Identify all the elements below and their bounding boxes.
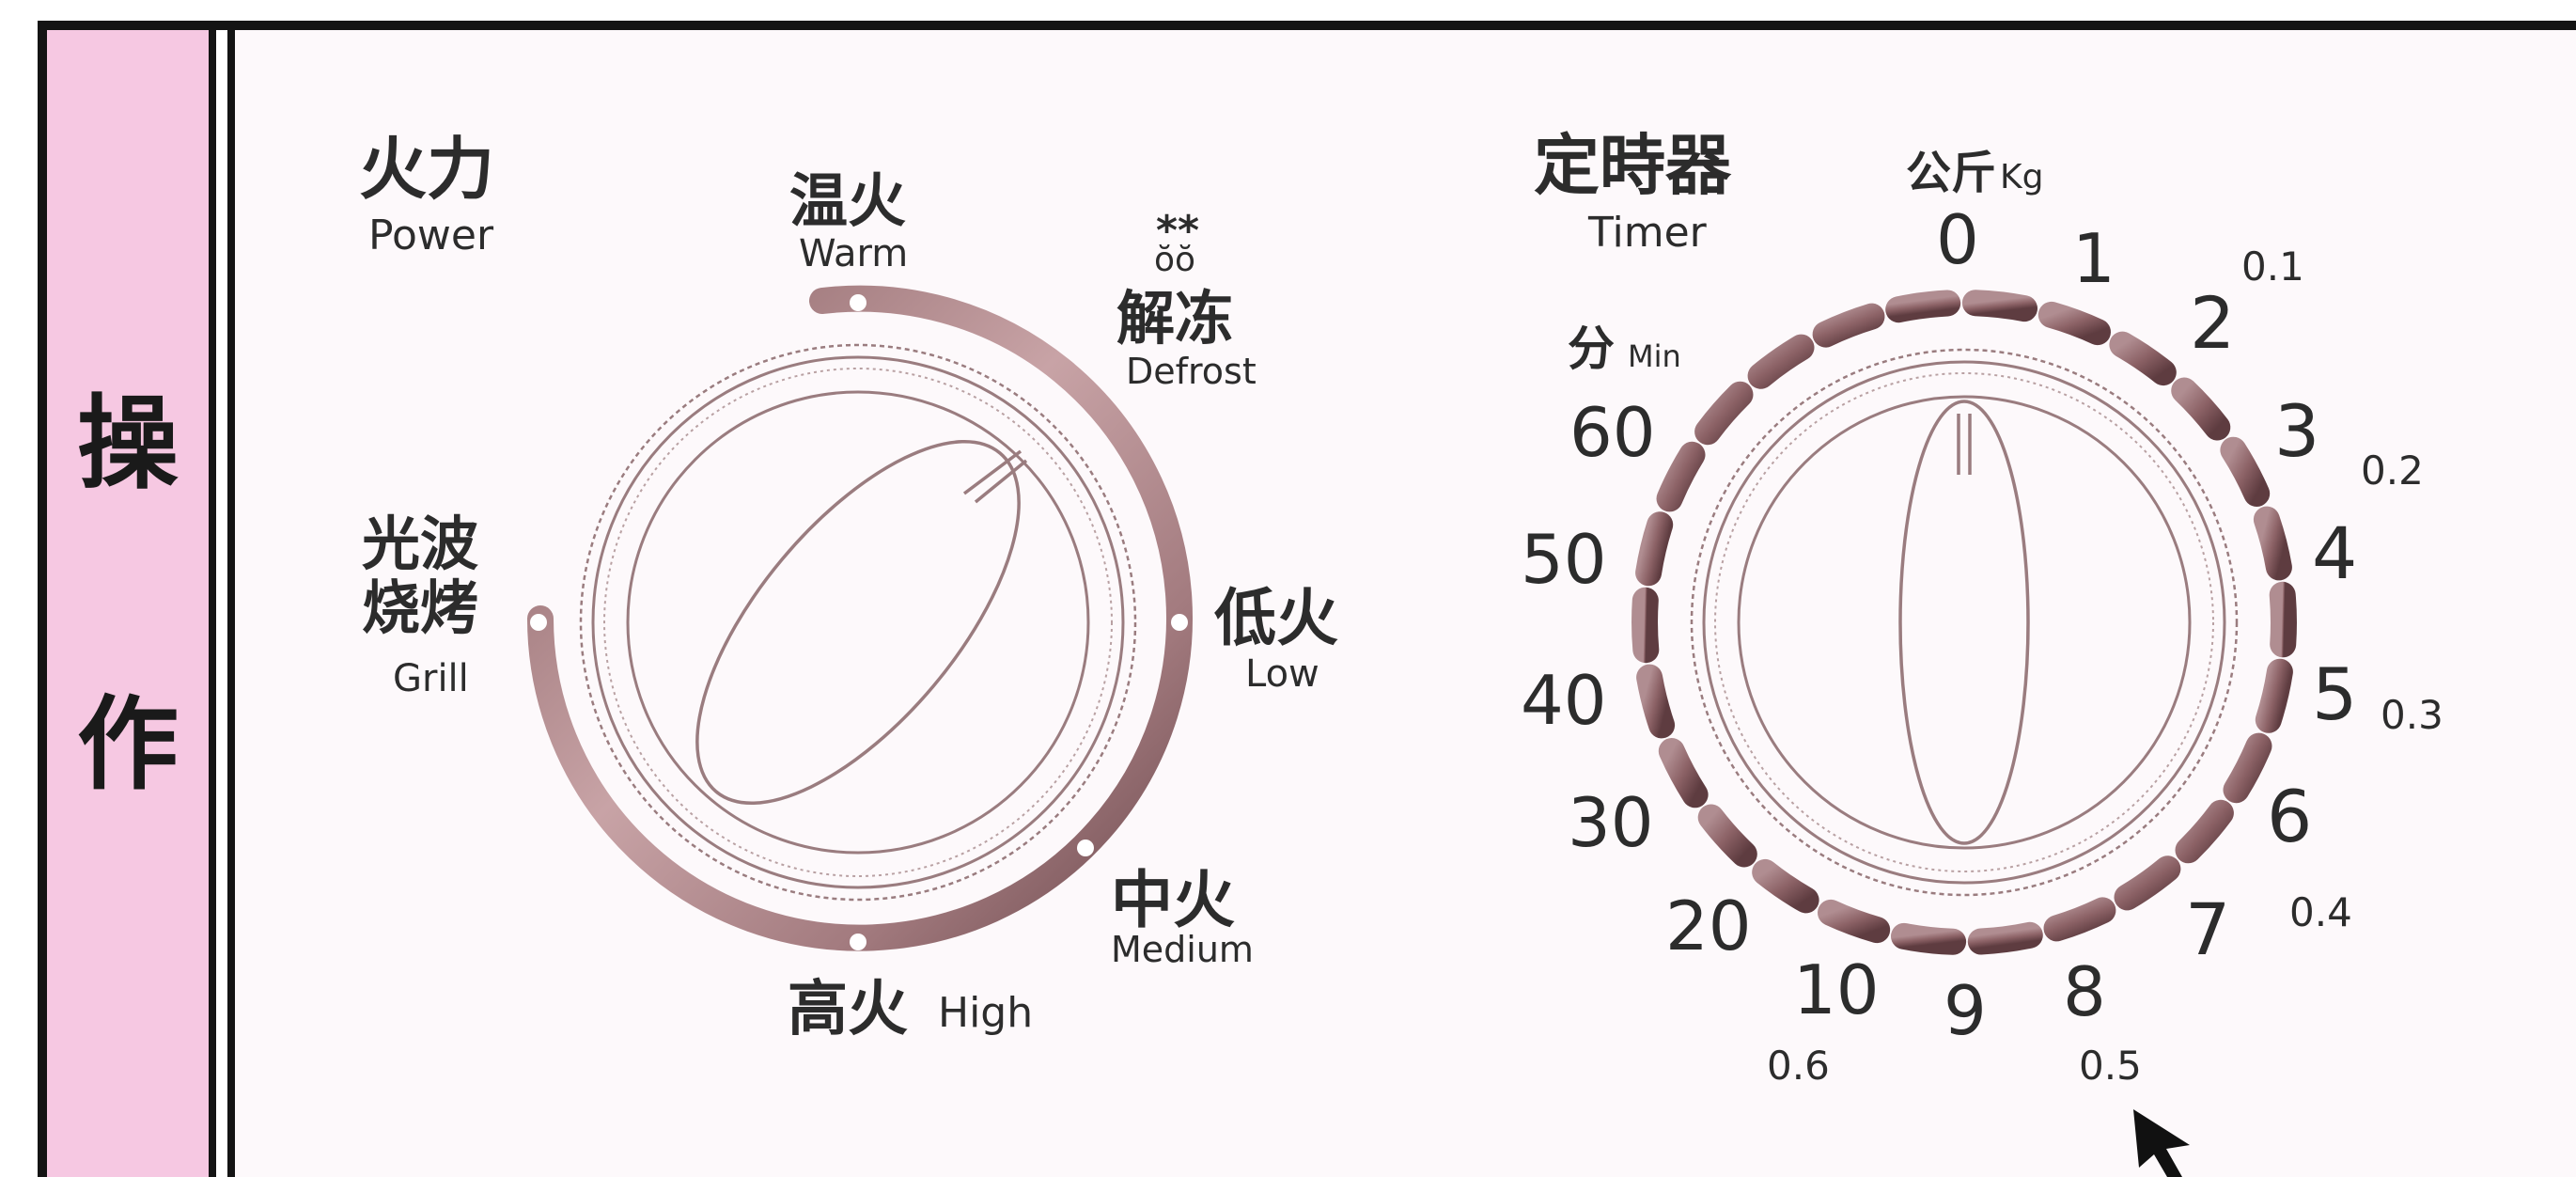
timer-scale-segment — [1694, 381, 1754, 446]
timer-mark-6: 6 — [2267, 775, 2312, 858]
timer-scale-segment — [1631, 587, 1660, 664]
timer-scale-segment — [2171, 377, 2231, 441]
power-selector-arc — [527, 285, 1193, 951]
weight-mark-0.5: 0.5 — [2079, 1043, 2142, 1089]
power-label-medium-en: Medium — [1111, 929, 1254, 970]
timer-mark-3: 3 — [2274, 389, 2319, 473]
weight-unit-zh: 公斤 — [1906, 147, 1996, 199]
weight-unit-en: Kg — [2000, 158, 2043, 196]
power-label-grill-zh-2: 烧烤 — [362, 573, 478, 642]
frame-top-border — [38, 21, 2576, 30]
timer-mark-8: 8 — [2063, 952, 2106, 1031]
timer-mark-60: 60 — [1569, 393, 1656, 472]
power-label-defrost-zh: 解冻 — [1116, 284, 1233, 353]
weight-mark-0.6: 0.6 — [1767, 1043, 1830, 1089]
sidebar-label-bottom: 作 — [76, 686, 179, 804]
timer-scale-segment — [1891, 922, 1967, 955]
timer-scale-segment — [2037, 301, 2111, 346]
timer-scale-segment — [1812, 303, 1885, 348]
divider-line — [227, 21, 235, 1177]
power-label-high-zh: 高火 — [788, 975, 908, 1044]
timer-scale-segment — [1697, 804, 1757, 868]
timer-dial-knob[interactable] — [1690, 348, 2239, 897]
power-label-defrost-en: Defrost — [1126, 351, 1257, 392]
timer-mark-20: 20 — [1665, 887, 1752, 965]
power-dot-low — [1171, 614, 1188, 631]
timer-mark-1: 1 — [2072, 219, 2115, 298]
timer-mark-7: 7 — [2185, 887, 2230, 971]
weight-mark-0.2: 0.2 — [2361, 447, 2424, 494]
ice-drop-icon: ** — [1156, 207, 1199, 255]
timer-scale-segment — [2043, 897, 2116, 942]
timer-scale-segment — [1635, 511, 1674, 587]
timer-scale-segment — [1747, 334, 1815, 389]
power-title-en: Power — [368, 212, 494, 259]
timer-mark-40: 40 — [1521, 661, 1607, 740]
timer-scale-segment — [1656, 441, 1706, 512]
power-dial-knob[interactable] — [579, 343, 1137, 902]
timer-scale-segment — [2114, 855, 2181, 911]
timer-scale-segment — [1885, 290, 1961, 323]
minute-unit-en: Min — [1628, 338, 1681, 374]
power-dot-grill — [530, 614, 547, 631]
timer-scale-segment — [1818, 899, 1891, 944]
mouse-cursor-icon — [2133, 1109, 2190, 1177]
power-dot-medium — [1077, 840, 1094, 856]
power-label-grill-zh: 光波 — [362, 510, 478, 578]
weight-mark-0.1: 0.1 — [2241, 243, 2304, 290]
power-dot-high — [850, 934, 866, 950]
timer-mark-50: 50 — [1521, 520, 1607, 599]
power-label-warm-zh: 温火 — [789, 166, 906, 235]
sidebar-label-top: 操 — [76, 385, 179, 503]
timer-scale-segment — [1636, 664, 1676, 739]
timer-mark-5: 5 — [2312, 652, 2357, 736]
timer-scale-segment — [1967, 921, 2043, 955]
timer-scale-segment — [2109, 331, 2177, 386]
timer-mark-4: 4 — [2312, 511, 2357, 595]
timer-scale-segment — [1658, 738, 1709, 808]
timer-scale-segment — [2269, 581, 2297, 658]
divider-line — [209, 21, 216, 1177]
timer-title-zh: 定時器 — [1534, 127, 1732, 204]
minute-unit-zh: 分 — [1568, 322, 1615, 376]
timer-scale-segment — [2220, 436, 2271, 507]
timer-scale-segment — [1961, 290, 2037, 322]
frame-left-border — [38, 21, 47, 1177]
timer-scale-segment — [2223, 732, 2272, 804]
weight-mark-0.4: 0.4 — [2289, 889, 2352, 935]
timer-mark-0: 0 — [1936, 200, 1979, 279]
ice-drop-icon: ŏŏ — [1154, 241, 1195, 279]
timer-scale-segment — [2175, 799, 2234, 864]
power-label-low-zh: 低火 — [1214, 582, 1338, 654]
timer-scale-segments — [1631, 290, 2297, 955]
power-label-grill-en: Grill — [393, 657, 469, 700]
timer-scale-segment — [1752, 858, 1819, 914]
power-label-medium-zh: 中火 — [1111, 864, 1235, 936]
timer-title-en: Timer — [1587, 209, 1708, 257]
power-label-high-en: High — [938, 989, 1033, 1037]
power-title-zh: 火力 — [359, 130, 494, 209]
timer-mark-9: 9 — [1944, 971, 1987, 1050]
timer-scale-segment — [2253, 506, 2292, 581]
timer-mark-10: 10 — [1793, 950, 1880, 1029]
power-label-low-en: Low — [1245, 652, 1319, 696]
weight-mark-0.3: 0.3 — [2381, 692, 2443, 738]
power-label-warm-en: Warm — [799, 232, 908, 275]
timer-scale-segment — [2255, 658, 2293, 733]
power-dot-warm — [850, 294, 866, 311]
sidebar-operation-tab — [47, 30, 209, 1177]
timer-mark-30: 30 — [1568, 783, 1654, 862]
timer-mark-2: 2 — [2190, 281, 2235, 365]
